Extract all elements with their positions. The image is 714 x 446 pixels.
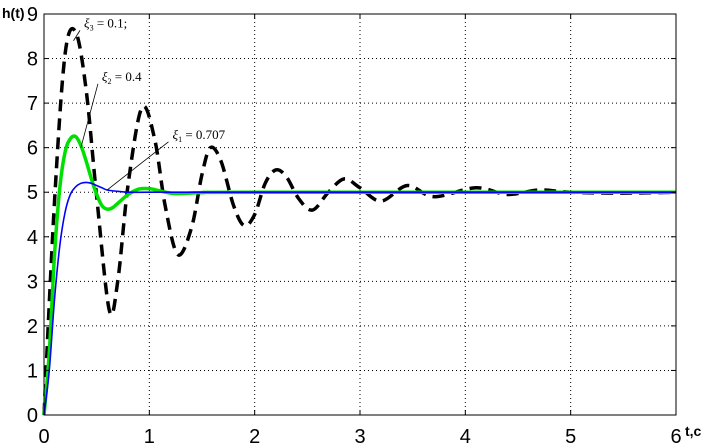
x-tick-label: 4: [460, 426, 471, 446]
series-line-zeta-0.4: [42, 134, 677, 416]
annotation-label: ξ1 = 0.707: [173, 127, 226, 144]
y-tick-label: 5: [27, 182, 38, 204]
y-tick-label: 3: [27, 271, 38, 293]
y-tick-label: 2: [27, 316, 38, 338]
x-tick-label: 6: [670, 426, 681, 446]
x-tick-label: 2: [249, 426, 260, 446]
x-tick-label: 5: [565, 426, 576, 446]
y-tick-label: 6: [27, 138, 38, 160]
x-axis-label: t,c: [685, 423, 702, 439]
y-tick-label: 0: [27, 405, 38, 427]
y-tick-label: 7: [27, 93, 38, 115]
y-axis-label: h(t): [2, 5, 25, 21]
x-tick-label: 1: [144, 426, 155, 446]
annotations: ξ3 = 0.1; ξ2 = 0.4 ξ1 = 0.707: [73, 15, 226, 191]
annotation-leader: [73, 30, 81, 41]
y-tick-label: 1: [27, 360, 38, 382]
annotation-leader: [106, 141, 169, 191]
annotation-label: ξ3 = 0.1;: [84, 15, 127, 32]
annotation-leader: [80, 83, 99, 148]
ticks: 0 1 2 3 4 5 6 0 1 2 3 4 5 6 7 8 9: [27, 4, 682, 446]
x-tick-label: 0: [38, 426, 49, 446]
y-tick-label: 8: [27, 49, 38, 71]
y-tick-label: 4: [27, 227, 38, 249]
series-group: [42, 27, 677, 416]
y-tick-label: 9: [27, 4, 38, 26]
series-line-zeta-0.707: [43, 181, 676, 416]
x-tick-label: 3: [354, 426, 365, 446]
annotation-label: ξ2 = 0.4: [102, 69, 142, 86]
